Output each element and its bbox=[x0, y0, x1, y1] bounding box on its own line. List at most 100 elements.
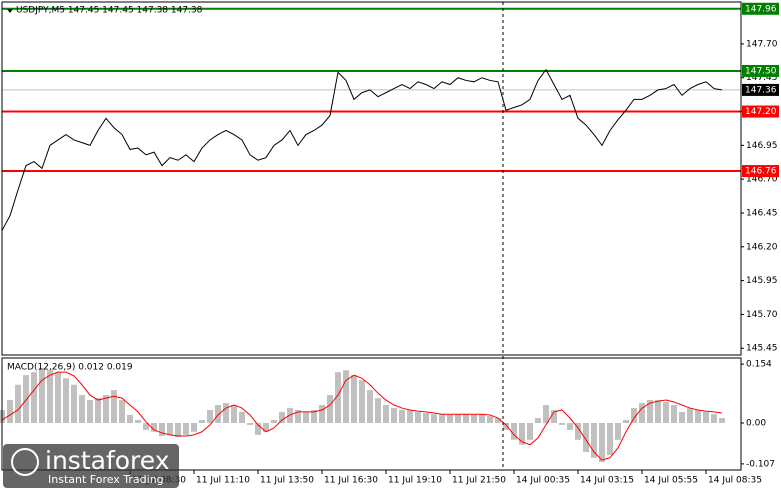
y-tick-label: 146.20 bbox=[746, 242, 778, 252]
macd-bar bbox=[519, 422, 525, 445]
macd-bar bbox=[151, 422, 157, 432]
macd-bar bbox=[535, 418, 541, 423]
macd-bar bbox=[631, 408, 637, 423]
y-tick-label: 145.70 bbox=[746, 310, 778, 320]
level-box bbox=[742, 165, 779, 178]
macd-bar bbox=[559, 422, 565, 425]
macd-bar bbox=[327, 395, 333, 423]
macd-bar bbox=[159, 422, 165, 436]
macd-bar bbox=[487, 416, 493, 423]
macd-bar bbox=[711, 414, 717, 423]
macd-bar bbox=[311, 409, 317, 423]
y-tick-label: 147.45 bbox=[746, 73, 778, 83]
macd-bar bbox=[551, 409, 557, 423]
x-tick-label: 11 Jul 21:50 bbox=[452, 476, 506, 486]
x-tick-label: 14 Jul 05:55 bbox=[644, 476, 698, 486]
current-price-box bbox=[742, 83, 779, 96]
macd-bar bbox=[143, 422, 149, 430]
watermark: instaforex Instant Forex Trading bbox=[3, 444, 179, 488]
macd-bar bbox=[407, 409, 413, 423]
macd-bar bbox=[87, 400, 93, 423]
y-tick-label: 147.70 bbox=[746, 39, 778, 49]
y-tick-label: 145.95 bbox=[746, 276, 778, 286]
macd-bar bbox=[647, 400, 653, 423]
macd-bar bbox=[239, 411, 245, 423]
macd-bar bbox=[607, 422, 613, 456]
macd-bar bbox=[663, 401, 669, 423]
macd-bar bbox=[639, 403, 645, 423]
macd-bar bbox=[439, 414, 445, 423]
macd-bar bbox=[71, 384, 77, 423]
symbol-arrow bbox=[7, 9, 13, 13]
macd-bar bbox=[719, 418, 725, 423]
brand: instaforex bbox=[45, 446, 170, 475]
watermark-bg bbox=[3, 444, 179, 488]
macd-bar bbox=[423, 413, 429, 423]
macd-bar bbox=[63, 378, 69, 423]
x-tick-label: 11 Jul 13:50 bbox=[260, 476, 314, 486]
macd-bar bbox=[503, 422, 509, 430]
macd-bar bbox=[103, 395, 109, 423]
macd-panel bbox=[1, 357, 742, 471]
current-price-label: 147.36 bbox=[745, 85, 777, 95]
macd-bar bbox=[463, 414, 469, 423]
macd-bar bbox=[39, 367, 45, 423]
macd-bar bbox=[567, 422, 573, 430]
macd-bar bbox=[207, 409, 213, 423]
macd-bar bbox=[447, 414, 453, 423]
macd-bar bbox=[591, 422, 597, 458]
macd-bar bbox=[351, 375, 357, 423]
macd-bar bbox=[575, 422, 581, 440]
macd-bar bbox=[455, 414, 461, 423]
x-tick-label: 11 Jul 11:10 bbox=[196, 476, 250, 486]
logo-icon bbox=[11, 448, 39, 476]
level-label: 146.76 bbox=[745, 167, 777, 177]
macd-bar bbox=[471, 414, 477, 423]
macd-bar bbox=[479, 414, 485, 423]
macd-bar bbox=[135, 419, 141, 423]
macd-bar bbox=[511, 422, 517, 440]
macd-bar bbox=[679, 411, 685, 423]
tagline: Instant Forex Trading bbox=[48, 473, 164, 486]
y-tick-label: 0.154 bbox=[746, 360, 772, 370]
macd-bar bbox=[399, 409, 405, 423]
macd-bar bbox=[79, 395, 85, 423]
macd-bar bbox=[119, 400, 125, 423]
macd-bar bbox=[295, 409, 301, 423]
level-label: 147.20 bbox=[745, 107, 777, 117]
macd-bar bbox=[495, 418, 501, 423]
macd-bar bbox=[343, 370, 349, 423]
y-tick-label: 0.00 bbox=[746, 418, 766, 428]
level-label: 147.50 bbox=[745, 66, 777, 76]
overlay-layer: 147.96 147.50 147.20 146.76 147.36 bbox=[742, 2, 779, 178]
macd-bar bbox=[255, 422, 261, 435]
macd-bar bbox=[335, 372, 341, 423]
level-box bbox=[742, 64, 779, 77]
macd-bar bbox=[703, 411, 709, 423]
x-tick-label: 11 Jul 16:30 bbox=[324, 476, 378, 486]
level-box bbox=[742, 105, 779, 118]
x-tick-label: 14 Jul 08:35 bbox=[708, 476, 762, 486]
macd-bar bbox=[167, 422, 173, 435]
macd-bar bbox=[359, 380, 365, 423]
macd-bar bbox=[15, 384, 21, 423]
signal-line bbox=[1, 371, 723, 461]
x-tick-label: 14 Jul 00:35 bbox=[516, 476, 570, 486]
macd-bar bbox=[223, 403, 229, 423]
macd-bar bbox=[199, 419, 205, 423]
y-tick-label: 146.45 bbox=[746, 208, 778, 218]
x-tick-label: 14 Jul 03:15 bbox=[580, 476, 634, 486]
macd-bar bbox=[599, 422, 605, 462]
macd-bar bbox=[55, 372, 61, 423]
macd-bar bbox=[303, 411, 309, 423]
macd-bar bbox=[31, 372, 37, 423]
macd-bar bbox=[695, 409, 701, 423]
macd-bar bbox=[319, 405, 325, 423]
y-tick-label: -0.107 bbox=[746, 459, 775, 469]
macd-bar bbox=[687, 408, 693, 423]
macd-bar bbox=[111, 390, 117, 423]
macd-title: MACD(12,26,9) 0.012 0.019 bbox=[7, 363, 133, 373]
level-box bbox=[742, 2, 779, 15]
y-tick-label: 146.70 bbox=[746, 175, 778, 185]
